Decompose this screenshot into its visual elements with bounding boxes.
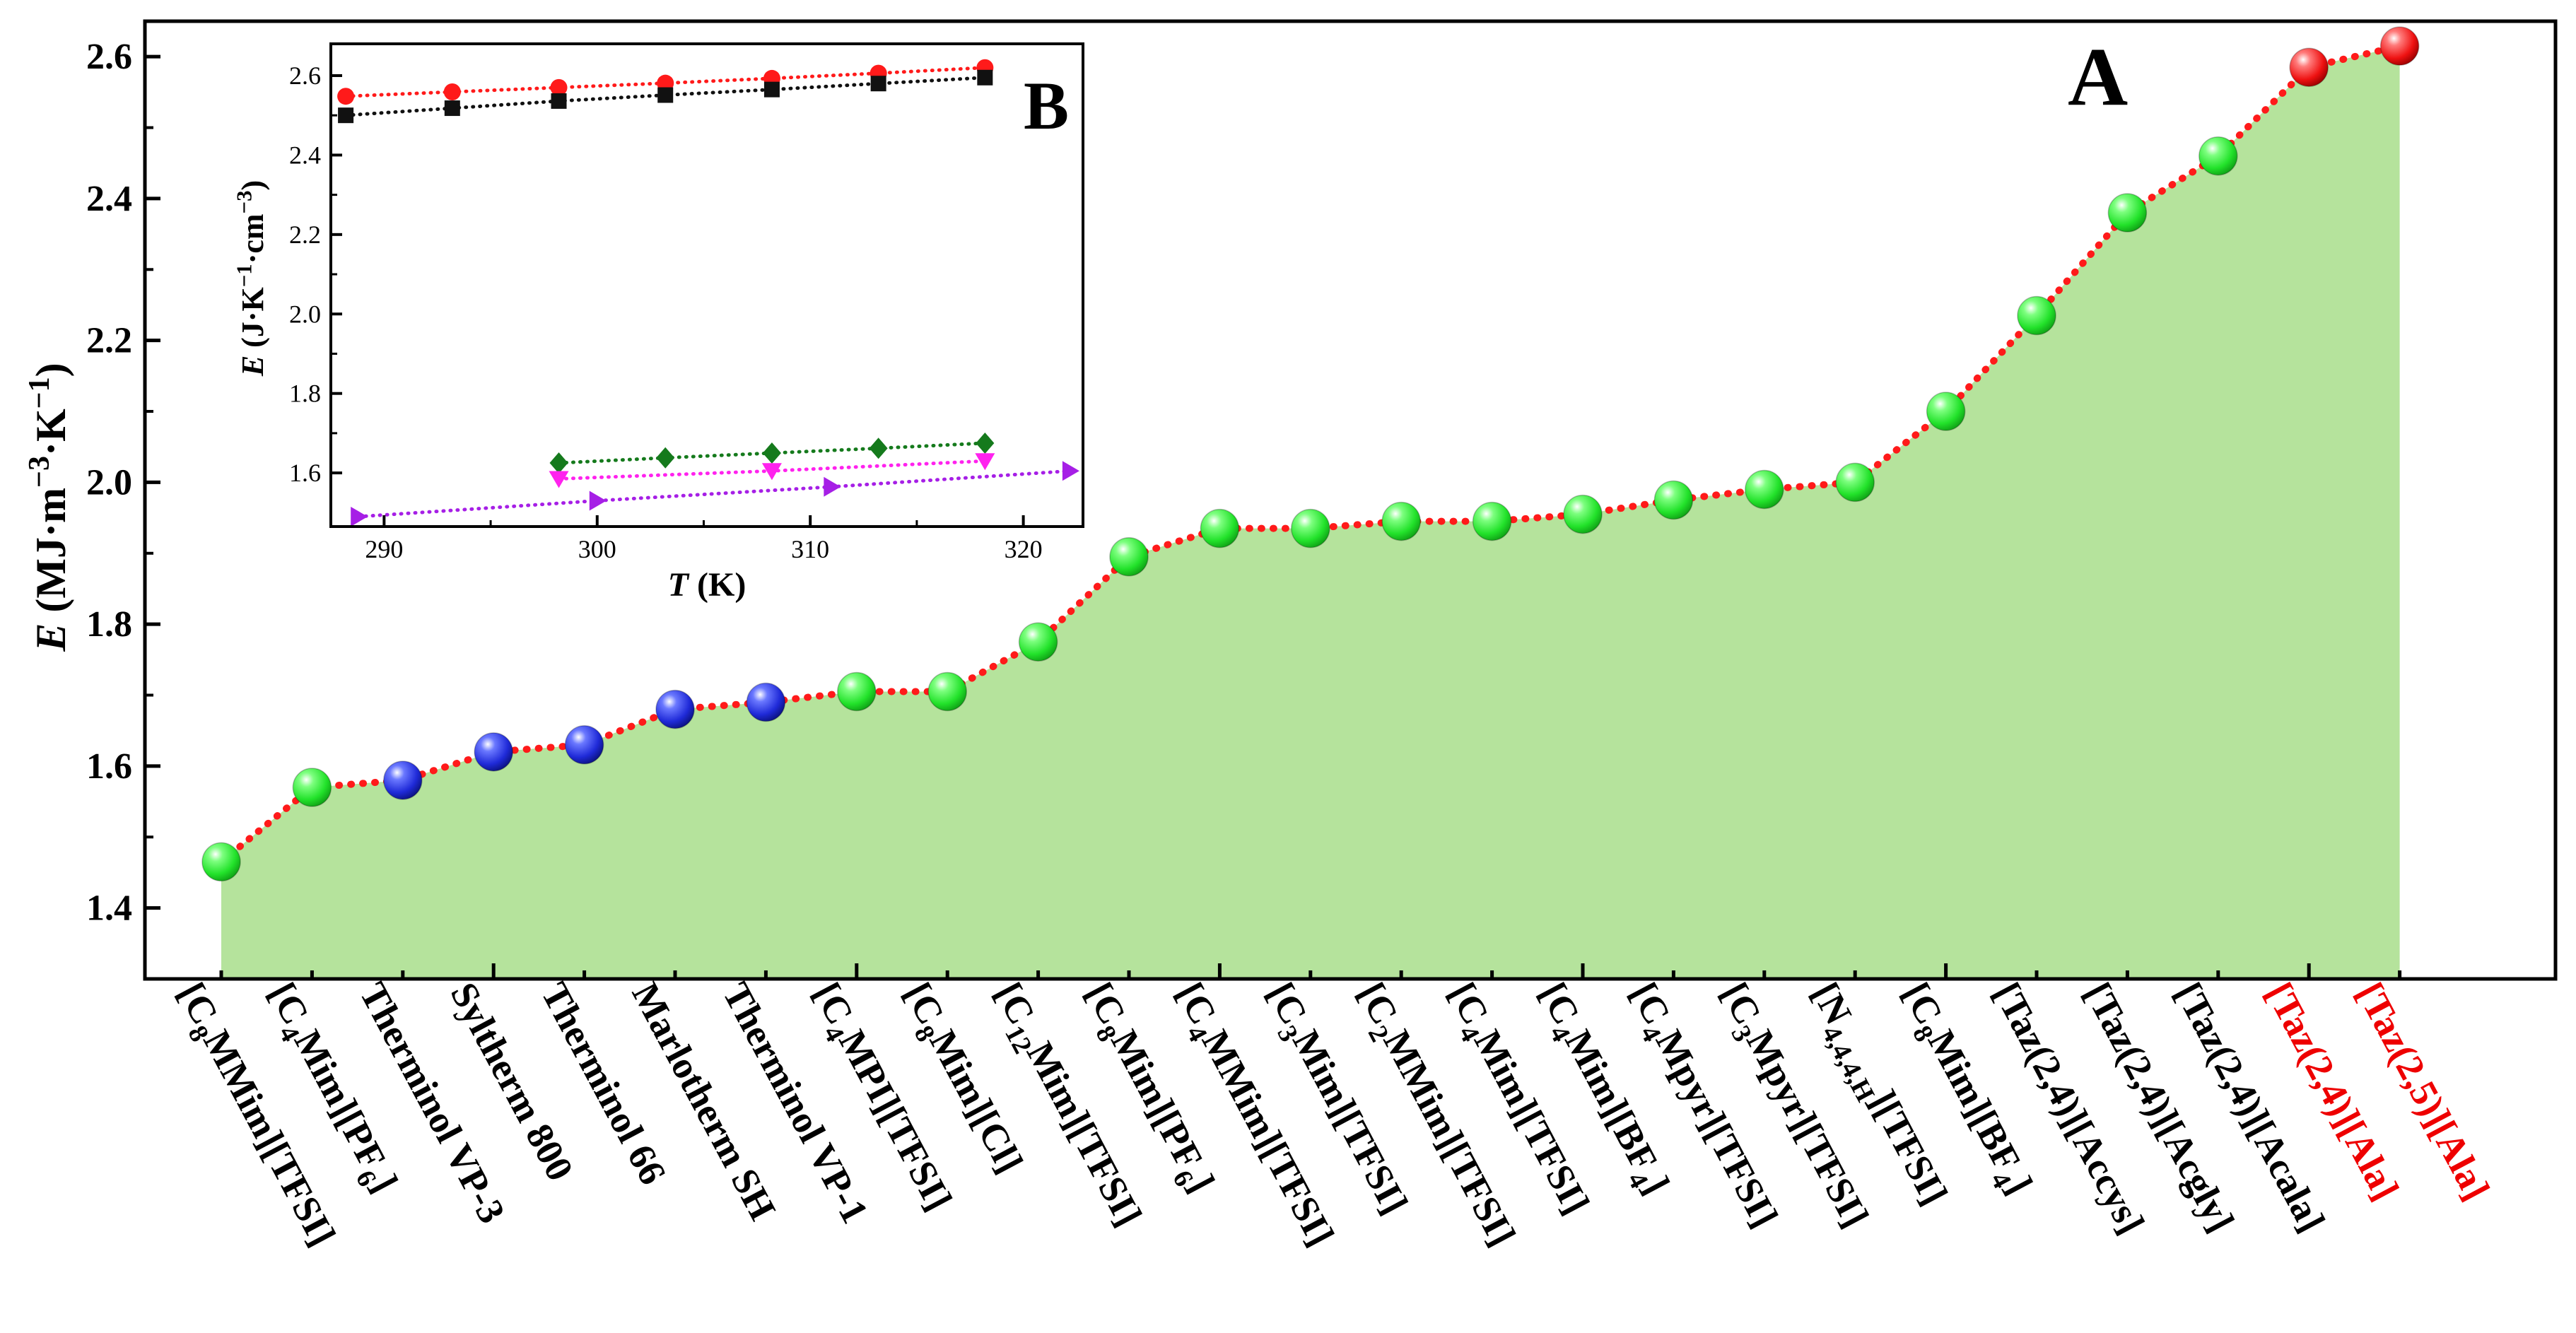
inset-point-diamond <box>869 438 888 459</box>
inset-y-tick-label-2.2: 2.2 <box>289 221 321 249</box>
inset-x-tick-label-290: 290 <box>365 535 403 563</box>
inset-point-triangle-down <box>975 453 995 471</box>
inset-series-line-triangle-right <box>356 469 1072 519</box>
y-tick-label-2.4: 2.4 <box>86 179 132 219</box>
y-tick-label-2.2: 2.2 <box>86 321 132 361</box>
inset-y-axis: 1.6 1.8 2.0 2.2 2.4 2.6 <box>289 61 342 487</box>
y-axis-title: E (MJ·m−3·K−1) <box>23 363 74 652</box>
data-point-c8mim-bf4 <box>1926 392 1966 431</box>
inset-point-square <box>338 107 354 124</box>
inset-point-diamond <box>549 452 568 474</box>
inset-point-circle <box>337 88 355 105</box>
data-point-therminol-vp-1 <box>746 682 786 722</box>
data-point-c8mim-cl <box>927 671 967 712</box>
inset-point-triangle-right <box>351 506 368 527</box>
inset-y-axis-label: E (J·K−1·cm−3) <box>232 180 270 377</box>
data-point-taz-2-4-acgly <box>2107 193 2148 233</box>
inset-point-square <box>657 87 674 103</box>
data-point-n4-4-4-h-tfsi <box>1835 462 1875 503</box>
x-axis: [C8MMim][TFSI][C4Mim][PF6]Therminol VP-3… <box>163 963 2498 1256</box>
data-point-c12mim-tfsi <box>1018 622 1058 662</box>
plot-frame <box>143 19 2558 981</box>
inset-y-tick-label-2.6: 2.6 <box>289 61 321 90</box>
inset-point-triangle-down <box>549 471 569 488</box>
inset-point-diamond <box>656 447 675 469</box>
x-tick-label-c8mmim-tfsi: [C8MMim][TFSI] <box>163 975 344 1256</box>
panel-label-b: B <box>1024 68 1069 143</box>
inset-y-tick-label-1.6: 1.6 <box>289 459 321 487</box>
inset-y-tick-label-2.4: 2.4 <box>289 141 321 169</box>
inset-plot: 1.6 1.8 2.0 2.2 2.4 2.6 290 300 310 320 E (J·K−1… <box>232 42 1084 604</box>
inset-point-square <box>551 93 567 109</box>
data-point-syltherm-800 <box>474 732 513 772</box>
inset-frame <box>329 42 1084 528</box>
data-point-c8mmim-tfsi <box>201 842 241 882</box>
data-point-c8mim-pf6 <box>1109 537 1149 577</box>
y-axis: 1.4 1.6 1.8 2.0 2.2 2.4 2.6 <box>86 37 160 929</box>
inset-point-triangle-right <box>824 476 841 497</box>
inset-series-layer <box>337 59 1079 527</box>
inset-point-triangle-down <box>761 463 782 481</box>
area-fill-layer <box>221 46 2400 979</box>
data-point-taz-2-4-ala <box>2289 47 2329 87</box>
y-tick-label-1.6: 1.6 <box>86 746 132 787</box>
inset-background <box>331 44 1083 527</box>
inset-point-square <box>444 100 460 117</box>
data-point-marlotherm-sh <box>655 689 695 729</box>
data-point-c4mim-pf6 <box>292 768 332 807</box>
area-fill <box>221 46 2400 979</box>
inset-x-axis: 290 300 310 320 <box>365 515 1043 563</box>
y-tick-label-1.8: 1.8 <box>86 604 132 645</box>
y-tick-label-2.6: 2.6 <box>86 37 132 77</box>
inset-x-tick-label-300: 300 <box>578 535 616 563</box>
data-point-c4mim-bf4 <box>1563 494 1603 534</box>
data-point-taz-2-4-accys <box>2017 295 2056 336</box>
inset-point-circle <box>443 83 461 101</box>
inset-point-diamond <box>762 442 781 464</box>
data-point-taz-2-4-acala <box>2199 136 2238 176</box>
data-point-c3mpyr-tfsi <box>1745 469 1784 510</box>
panel-label-a: A <box>2068 30 2128 123</box>
y-tick-label-2.0: 2.0 <box>86 462 132 503</box>
inset-y-axis-title: E (J·K−1·cm−3) <box>232 180 270 377</box>
y-axis-label: E (MJ·m−3·K−1) <box>23 363 74 652</box>
inset-point-triangle-right <box>1062 461 1079 481</box>
y-tick-label-1.4: 1.4 <box>86 888 132 929</box>
marker-layer <box>201 26 2420 882</box>
inset-point-square <box>870 76 886 92</box>
inset-point-triangle-right <box>589 491 607 511</box>
inset-point-diamond <box>976 432 995 454</box>
inset-point-square <box>763 81 780 98</box>
inset-x-axis-label: T (K) <box>668 566 747 604</box>
data-point-therminol-66 <box>564 725 604 765</box>
data-point-c4mpyr-tfsi <box>1653 480 1694 520</box>
inset-x-axis-title: T (K) <box>668 566 747 604</box>
inset-point-square <box>977 69 993 86</box>
inset-y-tick-label-1.8: 1.8 <box>289 380 321 408</box>
data-point-c4mpi-tfsi <box>837 671 877 712</box>
inset-point-circle <box>550 78 568 96</box>
data-point-c2mmim-tfsi <box>1381 501 1421 541</box>
inset-x-tick-label-320: 320 <box>1005 535 1043 563</box>
data-point-taz-2-5-ala <box>2379 26 2420 66</box>
data-point-c4mim-tfsi <box>1472 501 1512 541</box>
inset-y-tick-label-2.0: 2.0 <box>289 300 321 328</box>
data-point-c3mim-tfsi <box>1291 508 1330 548</box>
data-point-therminol-vp-3 <box>383 761 423 800</box>
data-point-c4mmim-tfsi <box>1200 508 1240 548</box>
inset-x-tick-label-310: 310 <box>791 535 829 563</box>
